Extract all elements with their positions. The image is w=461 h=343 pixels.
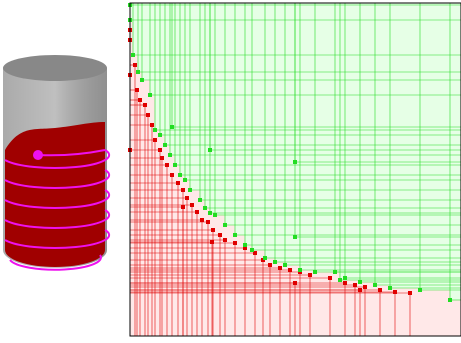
point xyxy=(131,53,135,57)
point xyxy=(185,196,189,200)
point xyxy=(338,278,342,282)
point xyxy=(173,163,177,167)
point xyxy=(388,286,392,290)
point xyxy=(363,285,367,289)
point xyxy=(146,113,150,117)
point xyxy=(268,263,272,267)
region xyxy=(450,3,461,300)
point xyxy=(308,273,312,277)
point xyxy=(188,188,192,192)
point xyxy=(208,148,212,152)
point xyxy=(278,266,282,270)
point xyxy=(328,276,332,280)
point xyxy=(223,238,227,242)
point xyxy=(143,103,147,107)
point xyxy=(165,163,169,167)
point xyxy=(170,173,174,177)
point xyxy=(150,123,154,127)
point xyxy=(448,298,452,302)
point xyxy=(263,256,267,260)
point xyxy=(373,283,377,287)
point xyxy=(140,78,144,82)
point xyxy=(135,88,139,92)
point xyxy=(163,143,167,147)
point xyxy=(288,268,292,272)
point xyxy=(358,288,362,292)
point xyxy=(200,218,204,222)
point xyxy=(198,198,202,202)
point xyxy=(210,240,214,244)
point xyxy=(211,228,215,232)
point xyxy=(181,205,185,209)
point xyxy=(283,263,287,267)
point xyxy=(158,148,162,152)
point xyxy=(358,280,362,284)
point xyxy=(293,281,297,285)
point xyxy=(223,223,227,227)
screen xyxy=(0,0,461,343)
point xyxy=(333,270,337,274)
point xyxy=(208,211,212,215)
point xyxy=(176,181,180,185)
point xyxy=(233,233,237,237)
point xyxy=(233,241,237,245)
point xyxy=(218,233,222,237)
point xyxy=(206,220,210,224)
point xyxy=(133,63,137,67)
point xyxy=(148,93,152,97)
point xyxy=(378,288,382,292)
point xyxy=(136,70,140,74)
point xyxy=(343,281,347,285)
point xyxy=(138,98,142,102)
point xyxy=(181,188,185,192)
point xyxy=(293,235,297,239)
point xyxy=(160,156,164,160)
point xyxy=(293,160,297,164)
point xyxy=(353,283,357,287)
point xyxy=(250,248,254,252)
point xyxy=(418,288,422,292)
point xyxy=(408,291,412,295)
point xyxy=(153,138,157,142)
point xyxy=(168,153,172,157)
point xyxy=(170,125,174,129)
point xyxy=(190,203,194,207)
region xyxy=(335,3,461,272)
point xyxy=(393,290,397,294)
point xyxy=(195,210,199,214)
point xyxy=(153,128,157,132)
point xyxy=(178,173,182,177)
point xyxy=(298,268,302,272)
point xyxy=(343,276,347,280)
point xyxy=(183,178,187,182)
point xyxy=(243,243,247,247)
point xyxy=(213,213,217,217)
point xyxy=(203,206,207,210)
point xyxy=(313,270,317,274)
point xyxy=(158,133,162,137)
point xyxy=(273,260,277,264)
cylinder xyxy=(3,55,109,270)
